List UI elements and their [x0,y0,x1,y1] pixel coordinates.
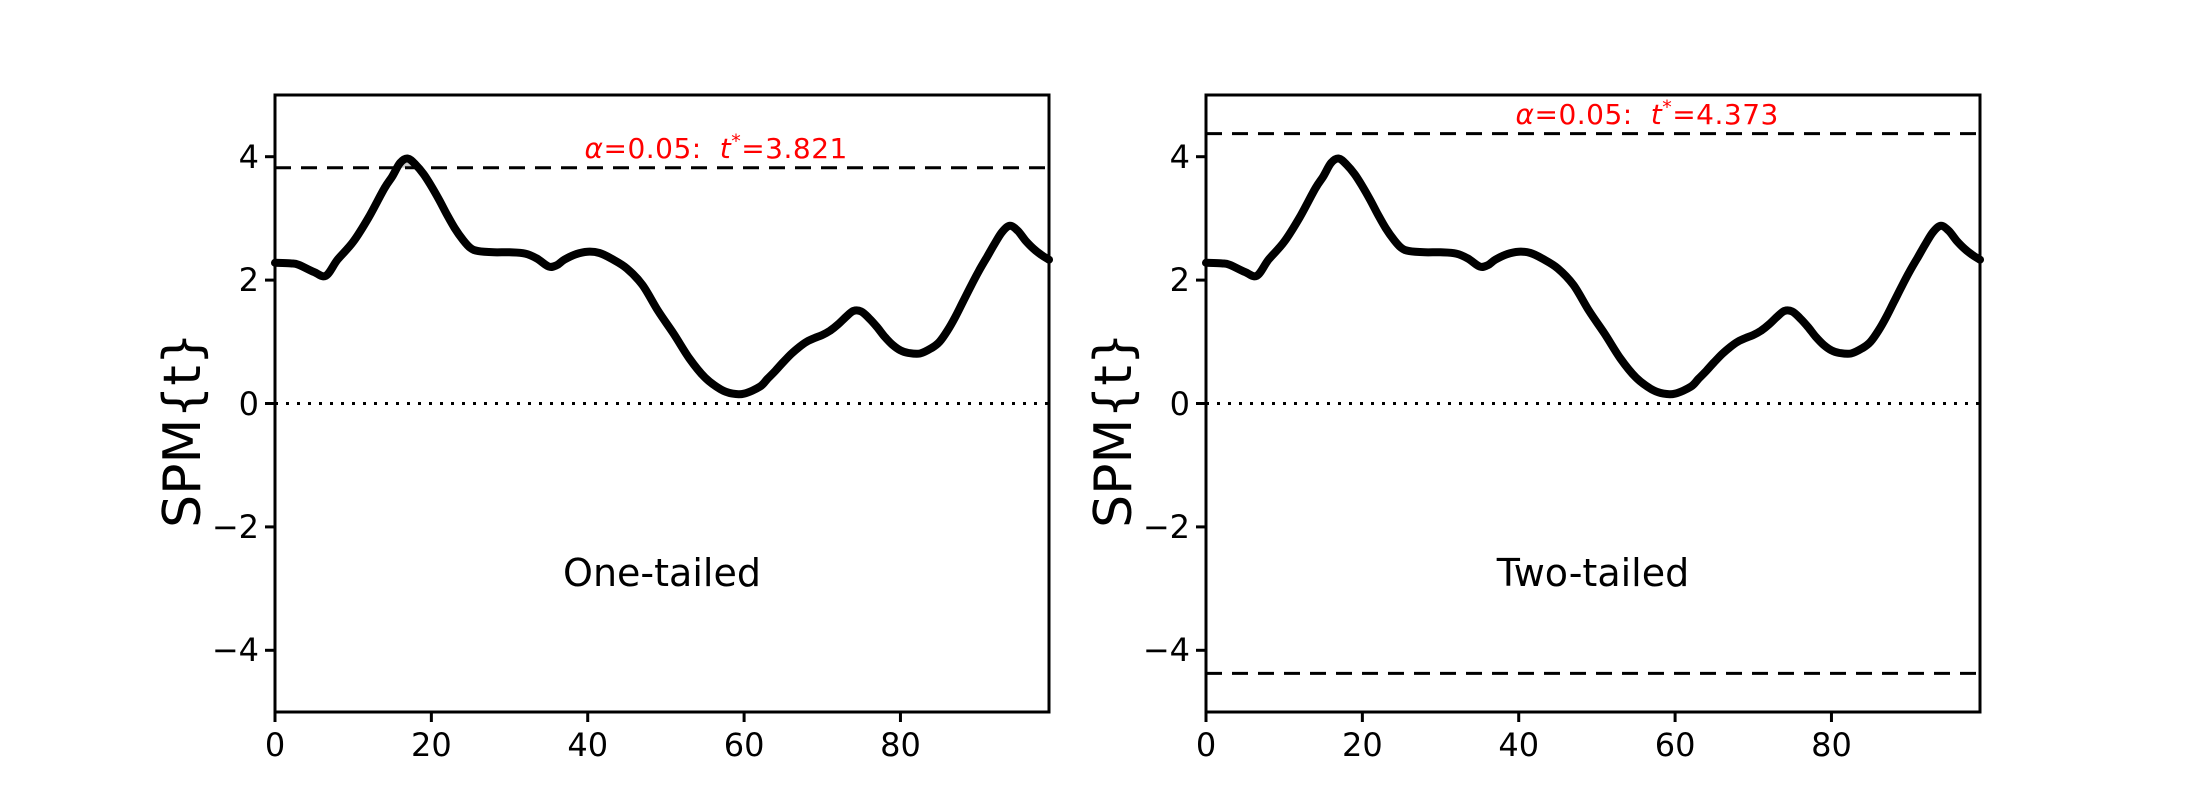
y-tick-label-right--4: −4 [1142,631,1190,670]
threshold-label-left: α=0.05: t*=3.821 [585,132,848,165]
y-tick-label-left-2: 2 [238,261,259,300]
x-tick-label-right-20: 20 [1342,726,1383,764]
star-superscript: * [1662,96,1673,119]
annotation-two-tailed: Two-tailed [1496,551,1690,595]
spm-t-curve [1202,154,1984,399]
threshold-value: =4.373 [1672,97,1779,131]
alpha-value: =0.05: [1534,97,1633,131]
y-tick-label-left--2: −2 [211,507,259,546]
x-tick-label-right-80: 80 [1811,726,1852,764]
suprathreshold-cluster-fill [396,158,419,168]
alpha-value: =0.05: [603,131,702,165]
star-superscript: * [731,130,742,153]
y-tick-label-left-0: 0 [238,384,259,423]
t-symbol: t [1650,97,1663,131]
x-tick-label-left-0: 0 [264,726,286,764]
threshold-value: =3.821 [741,131,848,165]
y-tick-label-left-4: 4 [238,137,259,176]
alpha-symbol: α [1515,97,1535,131]
panel-left-graphics [265,93,1053,722]
y-tick-label-right-4: 4 [1169,137,1190,176]
x-tick-label-left-40: 40 [567,726,609,764]
alpha-symbol: α [584,131,604,165]
x-tick-label-left-80: 80 [880,726,921,764]
y-tick-label-right-0: 0 [1169,384,1190,423]
x-tick-label-left-60: 60 [723,726,765,764]
x-tick-label-right-40: 40 [1498,726,1540,764]
y-axis-label-right: SPM{t} [1084,332,1144,528]
y-tick-label-left--4: −4 [211,631,259,670]
t-symbol: t [719,131,732,165]
spm-t-curve [271,154,1053,399]
y-tick-label-right--2: −2 [1142,507,1190,546]
annotation-one-tailed: One-tailed [563,551,761,595]
x-tick-label-right-0: 0 [1195,726,1217,764]
y-axis-label-left: SPM{t} [153,332,213,528]
x-tick-label-right-60: 60 [1654,726,1696,764]
panel-right-graphics [1196,93,1984,722]
x-tick-label-left-20: 20 [411,726,452,764]
threshold-label-right: α=0.05: t*=4.373 [1516,98,1779,131]
y-tick-label-right-2: 2 [1169,261,1190,300]
